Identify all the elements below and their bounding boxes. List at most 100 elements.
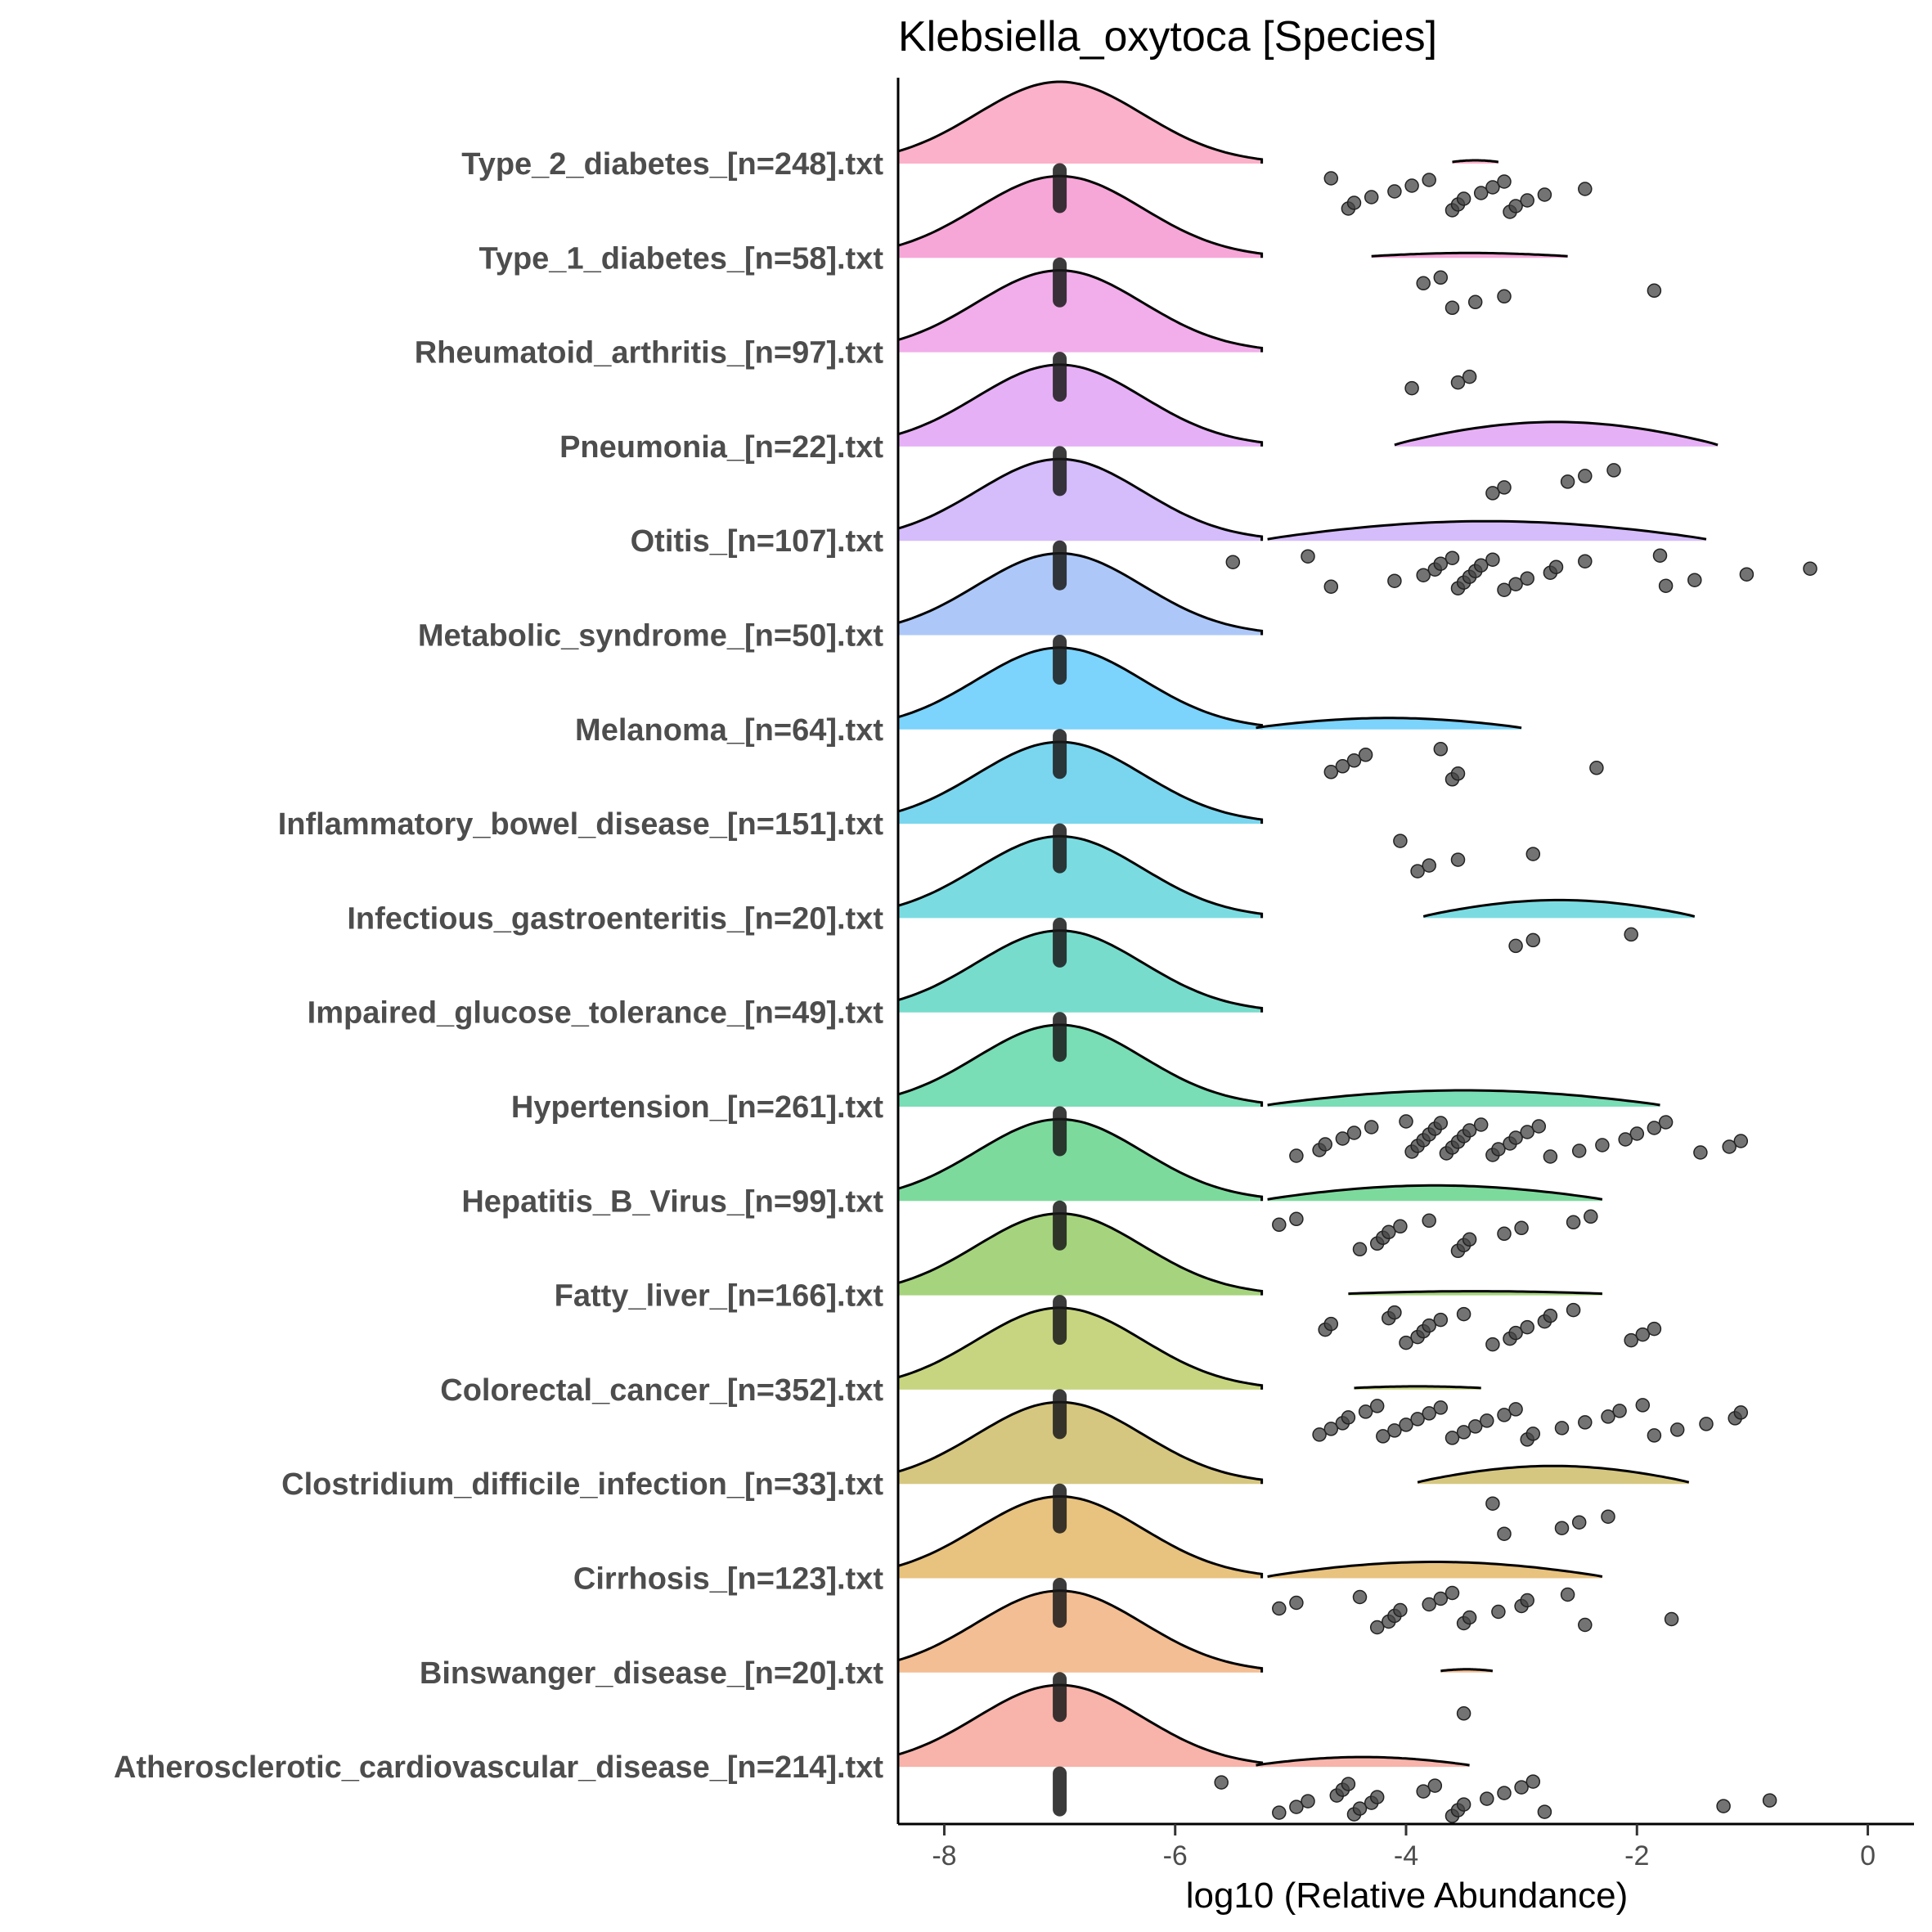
data-point: [1214, 1775, 1229, 1790]
data-point: [1422, 1213, 1436, 1229]
y-tick-label: Hypertension_[n=261].txt: [511, 1090, 883, 1125]
y-tick-label: Cirrhosis_[n=123].txt: [573, 1562, 883, 1597]
density-outline: [897, 1589, 1264, 1673]
data-point: [1722, 1139, 1737, 1154]
density-outline: [897, 457, 1264, 541]
y-tick-label: Otitis_[n=107].txt: [631, 524, 884, 559]
data-point: [1491, 1142, 1506, 1157]
data-point: [1445, 1585, 1460, 1601]
density-outline: [897, 363, 1264, 447]
data-point: [1635, 1398, 1651, 1413]
data-point: [1491, 1604, 1506, 1620]
y-tick-label: Infectious_gastroenteritis_[n=20].txt: [347, 901, 883, 936]
data-point: [1543, 1149, 1558, 1164]
density-fill: [898, 836, 1262, 919]
data-point: [1664, 1611, 1679, 1627]
jitter-points: [1053, 163, 1817, 1823]
data-point: [1578, 469, 1593, 483]
density-outline: [897, 80, 1264, 164]
tail-density-outline: [1348, 1290, 1602, 1296]
tail-density-outline: [1256, 717, 1522, 730]
density-clouds: [897, 80, 1719, 1768]
y-tick-label: Colorectal_cancer_[n=352].txt: [440, 1373, 883, 1408]
density-outline: [897, 269, 1264, 353]
data-point: [1578, 554, 1593, 568]
data-point: [1462, 369, 1477, 384]
y-tick-label: Pneumonia_[n=22].txt: [559, 430, 883, 465]
data-point: [1352, 1801, 1368, 1816]
data-point: [1467, 1419, 1483, 1434]
data-point: [1531, 1119, 1547, 1134]
data-point: [1450, 766, 1466, 781]
density-fill: [898, 1307, 1262, 1390]
data-point: [1376, 1429, 1391, 1444]
data-point: [1369, 1399, 1385, 1413]
data-point: [1525, 932, 1541, 948]
data-point: [1387, 1305, 1402, 1320]
tail-density-outline: [1371, 251, 1568, 258]
data-point: [1416, 1784, 1431, 1799]
x-tick-label: -6: [1163, 1840, 1188, 1871]
tail-density-outline: [1422, 898, 1696, 918]
data-point: [1497, 480, 1512, 495]
data-point: [1393, 833, 1408, 848]
data-point: [1422, 1406, 1436, 1421]
density-fill: [898, 459, 1262, 541]
data-point: [1289, 1211, 1304, 1227]
y-tick-label: Fatty_liver_[n=166].txt: [555, 1279, 884, 1314]
y-tick-label: Impaired_glucose_tolerance_[n=49].txt: [308, 996, 884, 1031]
data-point: [1606, 463, 1621, 478]
data-point: [1318, 1137, 1332, 1152]
data-point: [1352, 1242, 1368, 1257]
data-point: [1497, 1526, 1512, 1541]
data-point: [1456, 1706, 1471, 1721]
data-point: [1301, 1794, 1315, 1808]
data-point: [1462, 1123, 1477, 1138]
data-point: [1652, 548, 1668, 563]
data-point: [1352, 1589, 1368, 1605]
data-point: [1312, 1427, 1327, 1442]
data-point: [1584, 1209, 1598, 1224]
data-point: [1687, 573, 1702, 587]
density-fill: [898, 82, 1262, 164]
data-point: [1647, 1321, 1662, 1337]
data-point: [1433, 742, 1449, 757]
density-outline: [897, 174, 1264, 258]
data-point: [1387, 184, 1402, 199]
y-tick-label: Rheumatoid_arthritis_[n=97].txt: [415, 336, 884, 371]
data-point: [1410, 1412, 1425, 1427]
data-point: [1387, 573, 1402, 588]
data-point: [1341, 1410, 1356, 1425]
data-point: [1595, 1138, 1610, 1152]
density-fill: [898, 364, 1262, 447]
y-tick-label: Binswanger_disease_[n=20].txt: [420, 1656, 883, 1691]
data-point: [1433, 1116, 1449, 1130]
data-point: [1433, 1400, 1449, 1415]
density-outline: [897, 1400, 1264, 1485]
data-point: [1497, 1226, 1512, 1242]
data-point: [1289, 1799, 1304, 1814]
data-point: [1323, 579, 1339, 594]
data-point: [1404, 380, 1419, 396]
data-point: [1433, 556, 1449, 571]
tail-density-outline: [1256, 1755, 1470, 1767]
density-fill: [898, 1685, 1262, 1768]
data-point: [1508, 1325, 1523, 1341]
data-point: [1578, 182, 1593, 196]
data-point: [1445, 300, 1460, 316]
data-point: [1289, 1595, 1304, 1611]
data-point: [1323, 1422, 1339, 1436]
data-point: [1433, 1591, 1449, 1606]
tail-density-outline: [1267, 1184, 1603, 1201]
data-point: [1445, 1431, 1460, 1445]
data-point: [1410, 864, 1425, 878]
data-point: [1387, 1423, 1402, 1438]
data-point: [1716, 1799, 1731, 1813]
data-point: [1669, 1422, 1685, 1437]
data-point: [1525, 847, 1541, 861]
y-tick-label: Clostridium_difficile_infection_[n=33].t…: [281, 1467, 883, 1502]
data-point: [1658, 578, 1674, 593]
data-point: [1450, 375, 1466, 390]
data-point: [1571, 1143, 1587, 1158]
